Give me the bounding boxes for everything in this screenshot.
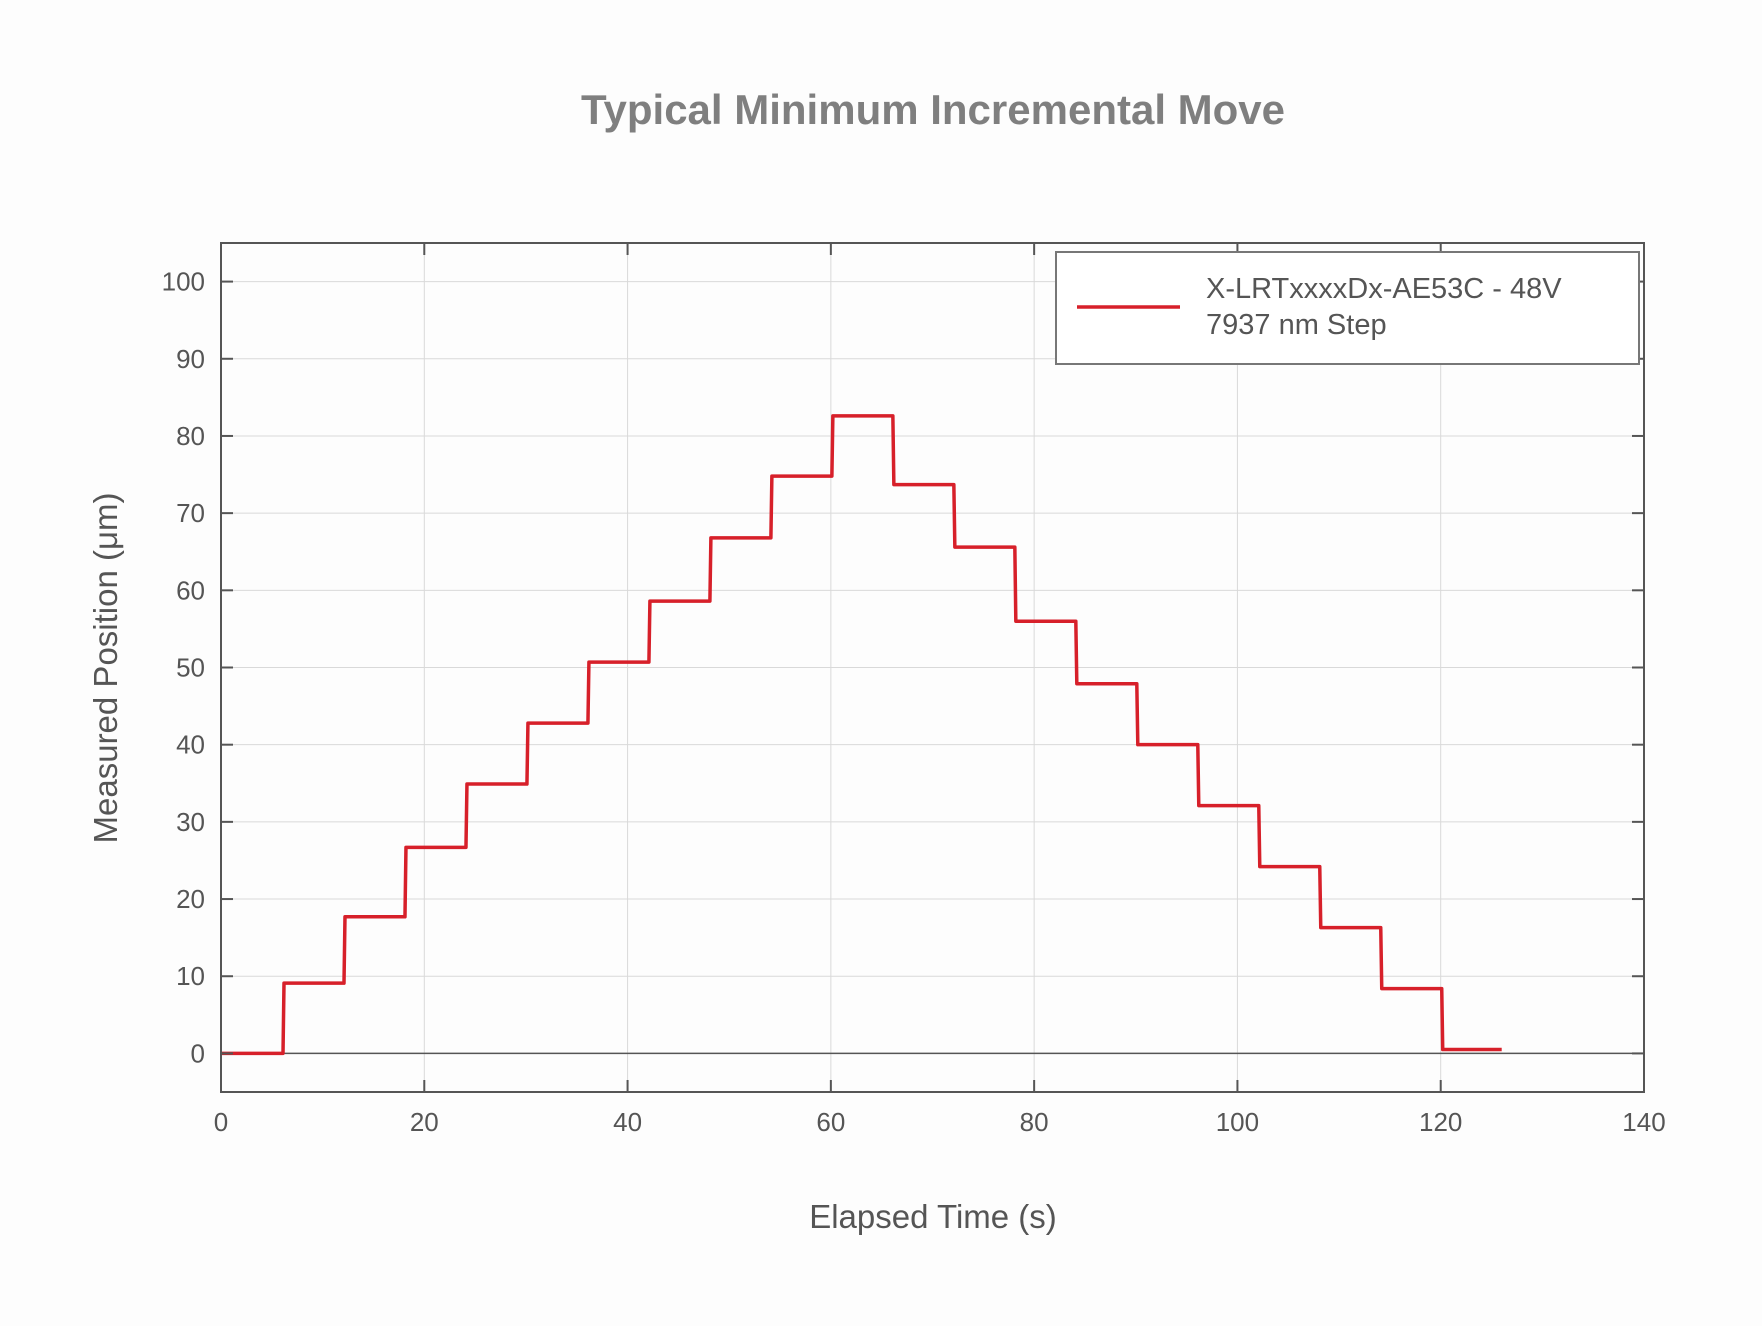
series-line (221, 414, 1502, 1056)
ticks: 0 20 40 60 80 100 120 140 0 10 20 30 40 50 60 70 80 90 100 (162, 243, 1666, 1137)
y-tick-label: 0 (191, 1038, 205, 1068)
y-tick-label: 100 (162, 267, 205, 297)
y-tick-label: 90 (176, 344, 205, 374)
y-tick-label: 50 (176, 653, 205, 683)
y-tick-label: 30 (176, 807, 205, 837)
x-tick-label: 80 (1020, 1107, 1049, 1137)
x-tick-label: 100 (1216, 1107, 1259, 1137)
x-axis-label: Elapsed Time (s) (809, 1198, 1057, 1235)
legend: X-LRTxxxxDx-AE53C - 48V 7937 nm Step (1055, 251, 1640, 365)
x-tick-label: 120 (1419, 1107, 1462, 1137)
legend-label-line2: 7937 nm Step (1206, 309, 1387, 341)
y-tick-label: 40 (176, 730, 205, 760)
y-tick-label: 80 (176, 421, 205, 451)
x-tick-label: 20 (410, 1107, 439, 1137)
y-tick-label: 60 (176, 575, 205, 605)
grid (220, 243, 1645, 1092)
x-tick-label: 40 (613, 1107, 642, 1137)
x-tick-label: 140 (1622, 1107, 1665, 1137)
legend-label-line1: X-LRTxxxxDx-AE53C - 48V (1206, 273, 1562, 305)
y-tick-label: 10 (176, 961, 205, 991)
chart-title: Typical Minimum Incremental Move (581, 86, 1285, 133)
y-tick-label: 20 (176, 884, 205, 914)
x-tick-label: 0 (214, 1107, 228, 1137)
y-axis-label: Measured Position (μm) (87, 493, 124, 844)
x-tick-label: 60 (816, 1107, 845, 1137)
y-tick-label: 70 (176, 498, 205, 528)
